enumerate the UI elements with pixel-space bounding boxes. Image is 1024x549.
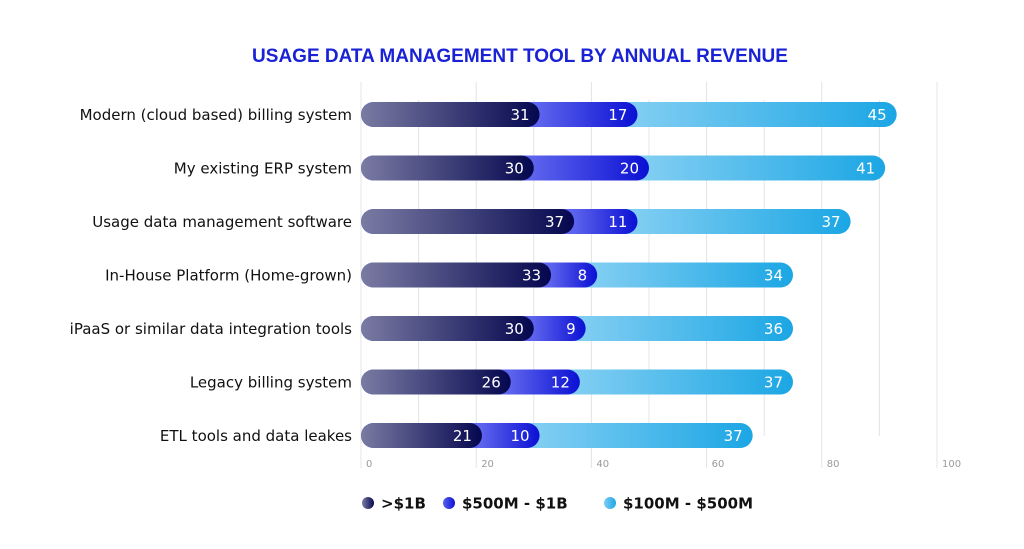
value-label: 41	[856, 160, 875, 178]
legend: >$1B $500M - $1B $100M - $500M	[362, 495, 753, 513]
category-labels: Modern (cloud based) billing system My ex…	[70, 106, 353, 445]
value-label: 36	[764, 320, 783, 338]
x-tick-label: 40	[596, 459, 609, 470]
bar-segment-over-1b[interactable]	[361, 262, 552, 288]
value-label: 37	[822, 213, 841, 231]
value-label: 21	[453, 427, 472, 445]
bar-row: 30 20 41	[361, 155, 886, 181]
category-label: Legacy billing system	[190, 374, 352, 392]
value-label: 45	[868, 106, 887, 124]
legend-label: $100M - $500M	[623, 495, 753, 513]
legend-item[interactable]: $100M - $500M	[604, 495, 753, 513]
bar-row: 33 8 34	[361, 262, 793, 288]
bar-row: 26 12 37	[361, 369, 793, 395]
value-label: 37	[724, 427, 743, 445]
value-label: 30	[505, 320, 524, 338]
bar-row: 21 10 37	[361, 423, 753, 448]
value-label: 30	[505, 160, 524, 178]
value-label: 26	[482, 374, 501, 392]
x-tick-label: 60	[712, 459, 725, 470]
x-tick-label: 80	[827, 459, 840, 470]
value-label: 33	[522, 267, 541, 285]
category-label: iPaaS or similar data integration tools	[70, 320, 353, 338]
value-label: 20	[620, 160, 639, 178]
legend-label: >$1B	[381, 495, 426, 513]
category-label: ETL tools and data leakes	[160, 427, 352, 445]
legend-swatch-icon	[362, 497, 374, 509]
value-label: 10	[510, 427, 529, 445]
legend-label: $500M - $1B	[462, 495, 568, 513]
value-label: 34	[764, 267, 783, 285]
bar-segment-over-1b[interactable]	[361, 209, 575, 234]
bar-segment-over-1b[interactable]	[361, 102, 540, 127]
bar-segment-over-1b[interactable]	[361, 316, 534, 341]
x-tick-label: 100	[942, 459, 961, 470]
x-tick-label: 20	[481, 459, 494, 470]
value-label: 31	[510, 106, 529, 124]
category-label: Modern (cloud based) billing system	[80, 106, 352, 124]
value-label: 11	[608, 213, 627, 231]
value-label: 8	[578, 267, 588, 285]
bar-row: 31 17 45	[361, 102, 897, 127]
value-label: 17	[608, 106, 627, 124]
legend-swatch-icon	[443, 497, 455, 509]
bar-segment-over-1b[interactable]	[361, 423, 482, 448]
bar-segment-over-1b[interactable]	[361, 369, 511, 395]
bar-row: 30 9 36	[361, 316, 793, 341]
category-label: Usage data management software	[92, 213, 352, 231]
value-label: 37	[764, 374, 783, 392]
value-label: 37	[545, 213, 564, 231]
x-tick-label: 0	[366, 459, 372, 470]
bar-row: 37 11 37	[361, 209, 851, 234]
x-axis-ticks: 0 20 40 60 80 100	[366, 459, 961, 470]
bar-segment-over-1b[interactable]	[361, 155, 534, 181]
value-label: 12	[551, 374, 570, 392]
value-label: 9	[566, 320, 576, 338]
bars: 31 17 45 30 20 41 37 11 37 33 8 34 30 9 36 26 12 37 21 10 37	[361, 102, 897, 448]
category-label: My existing ERP system	[174, 160, 352, 178]
category-label: In-House Platform (Home-grown)	[105, 267, 352, 285]
legend-swatch-icon	[604, 497, 616, 509]
legend-item[interactable]: $500M - $1B	[443, 495, 568, 513]
legend-item[interactable]: >$1B	[362, 495, 426, 513]
chart-title: USAGE DATA MANAGEMENT TOOL BY ANNUAL REV…	[252, 46, 788, 67]
